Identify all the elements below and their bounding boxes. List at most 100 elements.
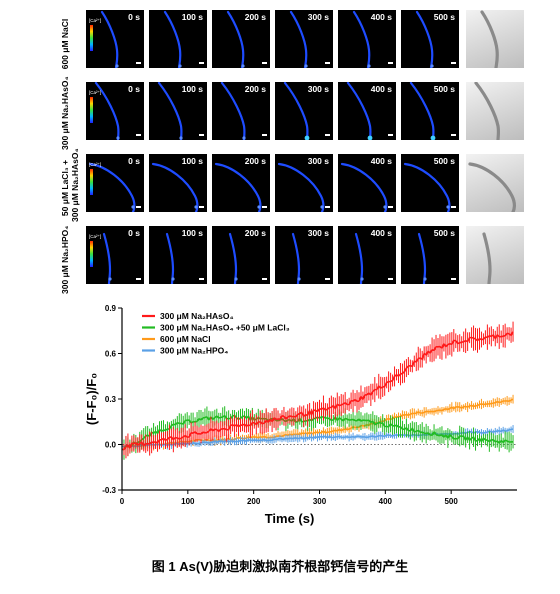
legend-entry: 600 μM NaCl (160, 334, 211, 344)
root-icon (163, 10, 182, 68)
root-icon (482, 232, 492, 284)
root-icon (415, 10, 434, 68)
time-label: 200 s (244, 228, 266, 238)
row-label: 600 μM NaCl (60, 10, 70, 78)
fluorescence-chart: -0.3 0.0 0.3 0.6 0.9 0 100 200 300 400 500 Time (s)… (84, 304, 517, 526)
brightfield-image (466, 226, 524, 284)
calcium-image: 500 s (401, 226, 459, 284)
row-label: 300 μM Na₂HPO₄ (60, 226, 70, 294)
time-label: 500 s (433, 12, 455, 22)
scale-bar (451, 62, 456, 64)
calcium-image: 0 s [Ca²⁺] (86, 10, 144, 68)
root-icon (409, 82, 436, 140)
colorbar-gradient (90, 97, 93, 123)
calcium-image: 300 s (275, 226, 333, 284)
calcium-image: 0 s [Ca²⁺] (86, 82, 144, 140)
root-icon (165, 232, 175, 284)
root-icon (228, 232, 238, 284)
series-0 (121, 321, 514, 459)
calcium-image: 400 s (338, 226, 396, 284)
scale-bar (388, 134, 393, 136)
calcium-image: 300 s (275, 82, 333, 140)
calcium-image: 400 s (338, 10, 396, 68)
row-label: 50 μM LaCl₃ +300 μM Na₂HAsO₄ (60, 149, 80, 223)
root-icon (417, 232, 427, 284)
y-tick-label: 0.6 (105, 350, 117, 359)
time-label: 300 s (307, 156, 329, 166)
calcium-image: 500 s (401, 154, 459, 212)
x-tick-label: 0 (120, 497, 125, 506)
root-icon (88, 162, 136, 212)
root-icon (214, 162, 262, 212)
x-tick-label: 100 (181, 497, 195, 506)
scale-bar (136, 62, 141, 64)
time-label: 200 s (244, 12, 266, 22)
calcium-image: 300 s (275, 10, 333, 68)
y-axis-label: (F-F₀)/F₀ (84, 373, 99, 425)
y-tick-label: -0.3 (102, 486, 116, 495)
scale-bar (262, 62, 267, 64)
root-icon (100, 10, 119, 68)
scale-bar (325, 206, 330, 208)
time-label: 0 s (128, 156, 140, 166)
calcium-image: 300 s (275, 154, 333, 212)
scale-bar (136, 134, 141, 136)
root-icon (94, 82, 120, 140)
time-label: 500 s (433, 156, 455, 166)
scale-bar (325, 278, 330, 280)
scale-bar (199, 206, 204, 208)
root-icon (474, 82, 501, 140)
row-label: 300 μM Na₂HAsO₄ (60, 76, 70, 151)
colorbar-label: [Ca²⁺] (89, 162, 102, 167)
time-label: 500 s (433, 84, 455, 94)
brightfield-image (466, 82, 524, 140)
root-icon (289, 10, 308, 68)
calcium-image: 100 s (149, 154, 207, 212)
calcium-image: 400 s (338, 154, 396, 212)
x-tick-label: 500 (444, 497, 458, 506)
calcium-image: 200 s (212, 226, 270, 284)
scale-bar (451, 134, 456, 136)
scale-bar (388, 62, 393, 64)
series-line (121, 331, 514, 451)
x-tick-label: 200 (247, 497, 261, 506)
calcium-image: 200 s (212, 154, 270, 212)
calcium-image: 500 s (401, 82, 459, 140)
scale-bar (262, 134, 267, 136)
scale-bar (325, 62, 330, 64)
brightfield-image (466, 10, 524, 68)
scale-bar (262, 278, 267, 280)
time-label: 0 s (128, 12, 140, 22)
time-label: 400 s (370, 84, 392, 94)
legend-entry: 300 μM Na₂HAsO₄ +50 μM LaCl₃ (160, 323, 290, 333)
colorbar-label: [Ca²⁺] (89, 90, 102, 95)
time-label: 500 s (433, 228, 455, 238)
time-label: 100 s (181, 84, 203, 94)
calcium-image: 500 s (401, 10, 459, 68)
colorbar-label: [Ca²⁺] (89, 18, 102, 23)
calcium-image: 400 s (338, 82, 396, 140)
legend-entry: 300 μM Na₂HAsO₄ (160, 311, 234, 321)
scale-bar (199, 62, 204, 64)
root-icon (283, 82, 310, 140)
scale-bar (388, 206, 393, 208)
time-label: 0 s (128, 84, 140, 94)
time-label: 300 s (307, 12, 329, 22)
colorbar: [Ca²⁺] (89, 234, 101, 274)
scale-bar (325, 134, 330, 136)
time-label: 400 s (370, 228, 392, 238)
time-label: 100 s (181, 156, 203, 166)
time-label: 100 s (181, 12, 203, 22)
row-label-line: 50 μM LaCl₃ + (60, 159, 70, 217)
time-label: 200 s (244, 84, 266, 94)
y-tick-label: 0.0 (105, 441, 117, 450)
time-label: 400 s (370, 156, 392, 166)
calcium-image: 100 s (149, 226, 207, 284)
scale-bar (136, 278, 141, 280)
colorbar-gradient (90, 241, 93, 267)
root-icon (102, 232, 112, 284)
scale-bar (199, 134, 204, 136)
root-icon (354, 232, 364, 284)
row-label-line: 300 μM Na₂HAsO₄ (60, 76, 70, 151)
scale-bar (451, 206, 456, 208)
